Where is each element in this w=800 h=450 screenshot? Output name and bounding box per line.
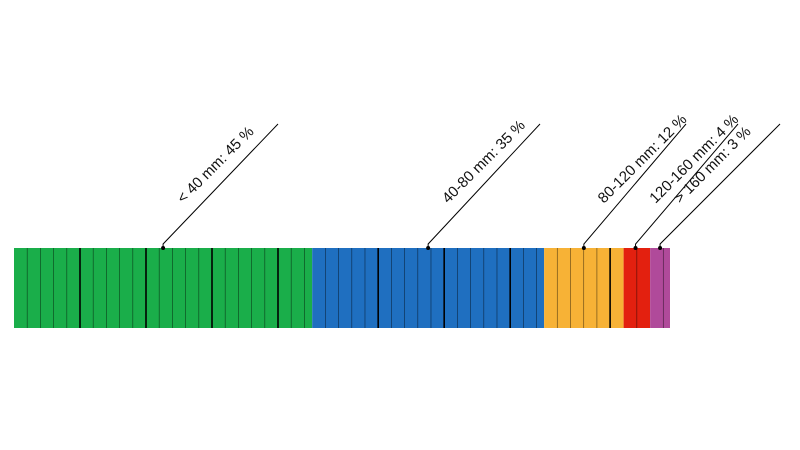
callout-group: < 40 mm: 45 % 40-80 mm: 35 % 80-120 mm: 12…	[161, 111, 781, 250]
callout-label-2: 40-80 mm: 35 %	[439, 117, 529, 207]
callout-line-1	[162, 123, 279, 248]
bar-segment-2	[312, 248, 545, 328]
bar-group	[14, 248, 670, 328]
callout-line-2	[427, 123, 541, 248]
callout-dot-4	[633, 246, 638, 250]
callout-dot-1	[161, 246, 166, 250]
bar-segment-5	[650, 248, 670, 328]
callout-label-1: < 40 mm: 45 %	[174, 123, 258, 207]
bar-segment-1	[14, 248, 313, 328]
callout-dot-5	[658, 246, 663, 250]
callout-dot-2	[426, 246, 431, 250]
callout-dot-3	[581, 246, 586, 250]
